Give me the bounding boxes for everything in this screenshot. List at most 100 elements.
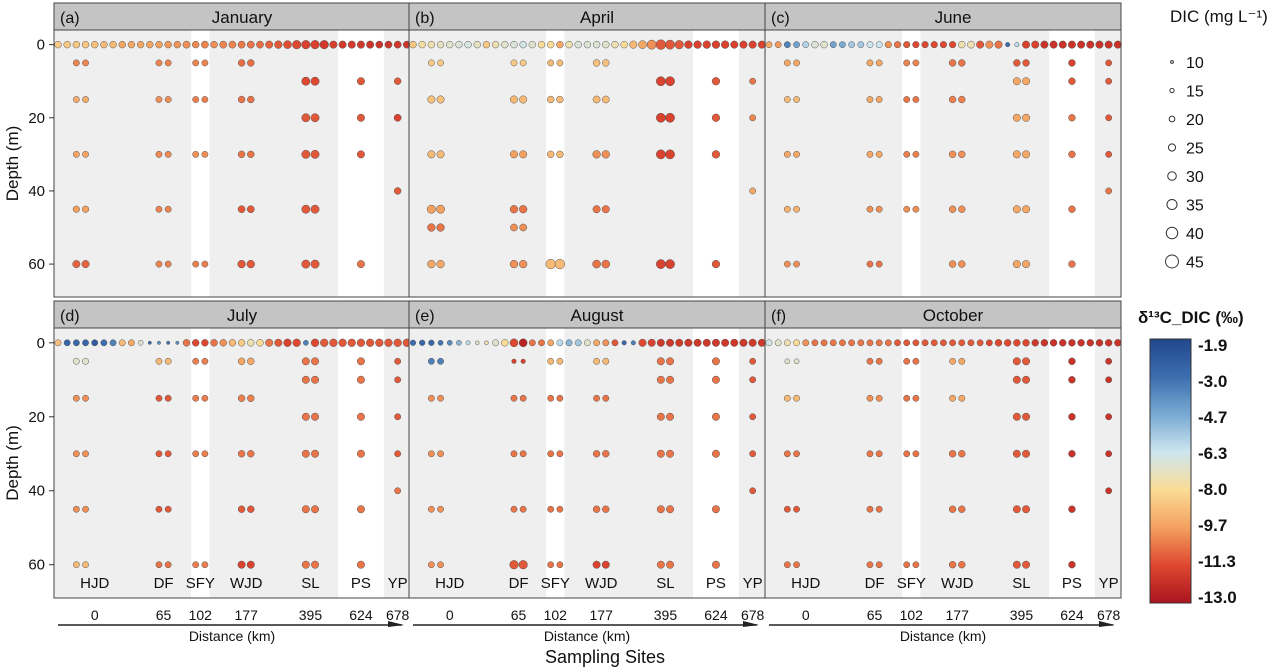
data-point (1105, 357, 1113, 365)
colorbar-tick-label: -1.9 (1198, 336, 1227, 355)
surface-point (465, 340, 471, 346)
data-point (519, 95, 528, 104)
data-point (666, 412, 675, 421)
data-point (164, 59, 172, 67)
data-point (711, 113, 721, 122)
data-point (311, 560, 320, 569)
data-point (519, 259, 528, 269)
data-point (665, 76, 675, 87)
y-tick-label: 20 (28, 110, 45, 127)
dic-legend-label: 20 (1186, 112, 1204, 129)
surface-point (329, 40, 338, 49)
surface-point (475, 340, 480, 346)
data-point (237, 560, 246, 569)
surface-point (1022, 339, 1030, 347)
surface-point (939, 41, 947, 49)
data-point (711, 259, 721, 269)
data-point (592, 205, 601, 214)
data-point (301, 357, 310, 366)
surface-point (884, 41, 892, 49)
surface-point (930, 339, 938, 347)
data-point (1068, 413, 1076, 421)
site-label: HJD (791, 575, 820, 592)
data-point (437, 505, 444, 513)
data-point (192, 394, 200, 402)
surface-point (54, 339, 62, 347)
surface-point (201, 339, 209, 347)
data-point (656, 259, 666, 269)
surface-point (82, 339, 89, 347)
surface-point (802, 339, 810, 347)
data-point (356, 505, 365, 514)
surface-point (1104, 40, 1113, 49)
site-band (993, 328, 1049, 598)
surface-point (721, 338, 730, 347)
colorbar (1149, 338, 1192, 604)
data-point (749, 450, 757, 458)
data-point (1022, 260, 1031, 269)
surface-point (958, 339, 966, 347)
surface-point (283, 338, 292, 347)
surface-point (338, 40, 347, 49)
surface-point (375, 338, 384, 347)
data-point (520, 358, 526, 364)
surface-point (356, 338, 366, 347)
surface-point (428, 339, 435, 346)
data-point (592, 59, 601, 67)
surface-point (1049, 339, 1058, 347)
data-point (301, 505, 310, 514)
distance-tick-label: 678 (1097, 607, 1121, 623)
site-label: DF (865, 575, 885, 592)
data-point (1105, 114, 1113, 122)
surface-point (1005, 42, 1011, 48)
y-tick-label: 60 (28, 256, 45, 273)
data-point (656, 375, 665, 384)
data-point (81, 260, 90, 269)
data-point (237, 205, 246, 214)
data-point (1105, 376, 1113, 384)
data-point (665, 112, 675, 123)
distance-tick-label: 678 (741, 607, 765, 623)
data-point (749, 376, 757, 384)
data-point (72, 59, 80, 67)
surface-point (491, 40, 500, 49)
surface-point (711, 40, 721, 49)
site-label: HJD (435, 575, 464, 592)
legends-group: DIC (mg L⁻¹) 10 15 20 25 30 35 40 45 δ¹³C_DIC (‰)… (1138, 7, 1268, 607)
data-point (192, 561, 200, 569)
surface-point (638, 40, 647, 49)
data-point (601, 95, 610, 104)
data-point (201, 96, 209, 103)
surface-point (166, 340, 171, 345)
data-point (82, 450, 89, 458)
data-point (1022, 205, 1031, 214)
data-point (749, 487, 757, 495)
data-point (948, 561, 957, 569)
data-point (866, 394, 874, 402)
data-point (601, 560, 610, 569)
surface-point (774, 41, 782, 49)
surface-point (283, 40, 292, 49)
data-point (436, 95, 445, 104)
panel-header (408, 300, 766, 329)
data-point (356, 449, 365, 458)
data-point (1068, 114, 1076, 122)
surface-point (593, 339, 600, 347)
panel-label: (d) (60, 308, 80, 325)
panel-month-title: April (580, 8, 614, 27)
surface-point (237, 339, 246, 347)
panel-frame (764, 327, 1122, 599)
surface-point (1104, 339, 1113, 347)
data-point (556, 505, 564, 513)
data-point (311, 412, 320, 421)
panel-month-title: January (212, 8, 273, 27)
surface-point (1031, 339, 1039, 347)
surface-point (409, 40, 417, 49)
surface-point (118, 40, 126, 49)
dic-legend-title: DIC (mg L⁻¹) (1170, 7, 1268, 26)
panel-january: (a) January (53, 2, 411, 298)
surface-point (1013, 339, 1021, 347)
panel-month-title: July (227, 306, 258, 325)
surface-point (1077, 339, 1085, 347)
data-point (301, 412, 310, 421)
